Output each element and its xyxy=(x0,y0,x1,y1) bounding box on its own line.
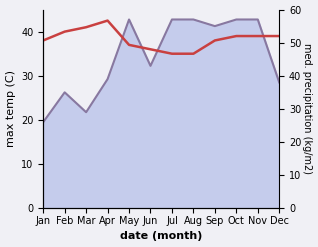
Y-axis label: med. precipitation (kg/m2): med. precipitation (kg/m2) xyxy=(302,43,313,174)
Y-axis label: max temp (C): max temp (C) xyxy=(5,70,16,147)
X-axis label: date (month): date (month) xyxy=(120,231,203,242)
